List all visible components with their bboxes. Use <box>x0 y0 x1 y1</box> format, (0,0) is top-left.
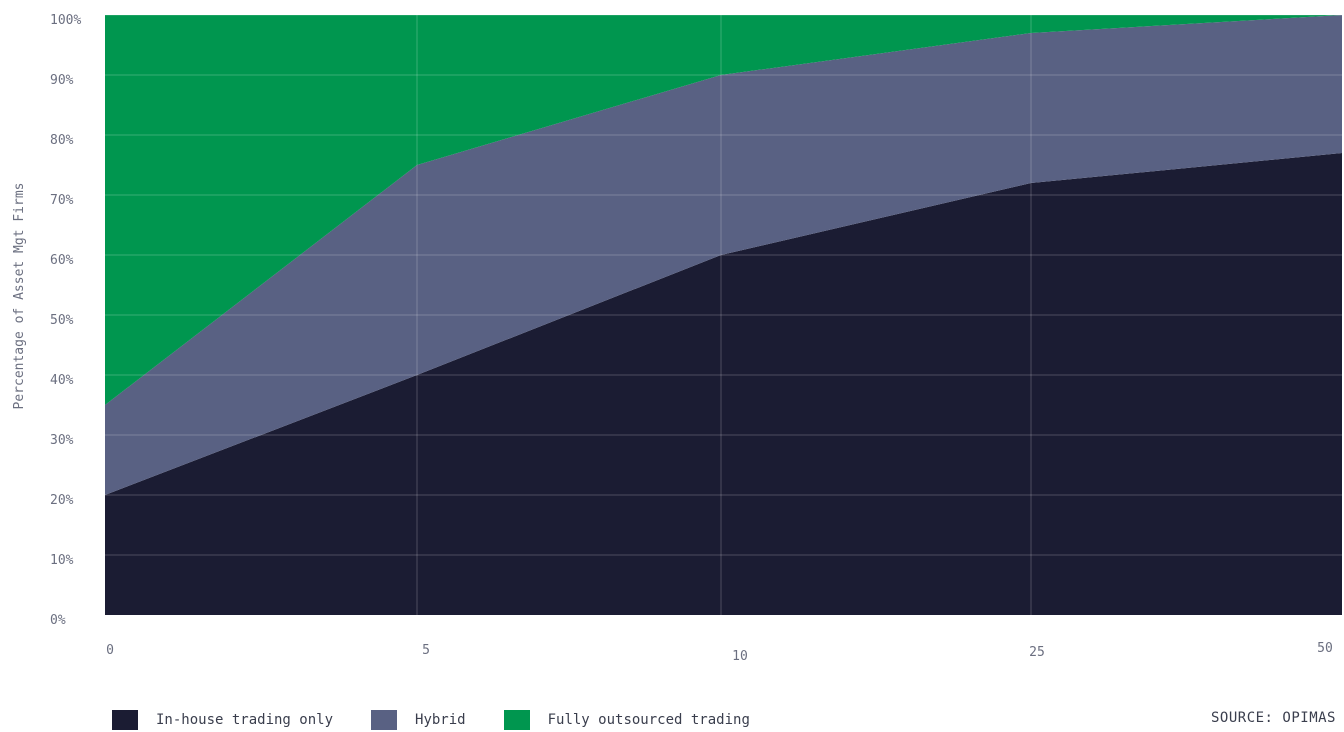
x-tick-label: 25 <box>1029 645 1045 660</box>
y-axis-ticks: 0% 10% 20% 30% 40% 50% 60% 70% 80% 90% 100% <box>50 13 81 628</box>
y-tick-label: 90% <box>50 73 74 88</box>
source-note: SOURCE: OPIMAS <box>1210 710 1336 726</box>
y-tick-label: 10% <box>50 553 74 568</box>
chart-gridlines <box>105 14 1342 615</box>
y-axis-label: Percentage of Asset Mgt Firms <box>12 183 27 410</box>
legend-item-hybrid: Hybrid <box>371 710 466 730</box>
x-tick-label: 0 <box>106 643 114 658</box>
area-chart: 0% 10% 20% 30% 40% 50% 60% 70% 80% 90% 100% 0 5 10 25… <box>12 13 1342 664</box>
area-series-0 <box>105 153 1342 615</box>
legend-label-hybrid: Hybrid <box>415 712 466 728</box>
legend-item-outsourced: Fully outsourced trading <box>503 710 750 730</box>
y-tick-label: 20% <box>50 493 74 508</box>
chart-legend: In-house trading only Hybrid Fully outso… <box>112 708 788 732</box>
legend-item-in-house: In-house trading only <box>112 710 333 730</box>
area-series-2 <box>105 15 1342 405</box>
y-tick-label: 60% <box>50 253 74 268</box>
legend-label-outsourced: Fully outsourced trading <box>547 712 750 728</box>
y-tick-label: 0% <box>50 613 66 628</box>
y-tick-label: 40% <box>50 373 74 388</box>
legend-swatch-hybrid <box>371 710 398 730</box>
chart-areas <box>105 15 1342 615</box>
area-series-1 <box>105 15 1342 495</box>
y-tick-label: 80% <box>50 133 74 148</box>
legend-swatch-outsourced <box>503 710 530 730</box>
y-tick-label: 30% <box>50 433 74 448</box>
x-tick-label: 50 <box>1317 641 1333 656</box>
y-tick-label: 100% <box>50 13 81 28</box>
y-tick-label: 50% <box>50 313 74 328</box>
x-axis-ticks: 0 5 10 25 50 <box>106 641 1333 664</box>
y-tick-label: 70% <box>50 193 74 208</box>
legend-swatch-in-house <box>112 710 138 730</box>
x-tick-label: 10 <box>732 649 748 664</box>
legend-label-in-house: In-house trading only <box>156 712 334 728</box>
x-tick-label: 5 <box>422 643 430 658</box>
